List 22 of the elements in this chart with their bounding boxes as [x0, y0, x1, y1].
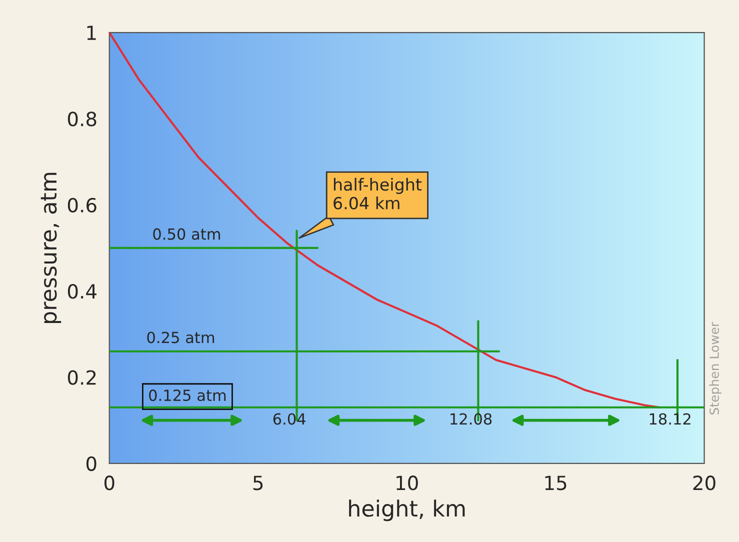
annotation: half-height 6.04 km [334, 178, 422, 210]
annotation: 0.25 atm [147, 332, 214, 344]
x-tick-label: 15 [545, 476, 566, 490]
y-axis-title: pressure, atm [40, 172, 62, 323]
line-series [109, 32, 661, 408]
annotation: 6.04 [273, 413, 306, 425]
x-tick-label: 20 [693, 476, 716, 490]
y-tick-label: 0 [86, 456, 96, 472]
y-tick-label: 0.6 [68, 198, 96, 213]
x-tick-label: 10 [396, 476, 418, 490]
annotation: 12.08 [450, 413, 492, 425]
text: Stephen Lower [709, 322, 722, 414]
annotation: 0.50 atm [153, 228, 220, 240]
y-tick-label: 0.8 [68, 112, 96, 126]
y-tick-label: 0.2 [68, 370, 96, 385]
x-tick-label: 0 [104, 476, 114, 490]
annotation: 0.125 atm [149, 390, 226, 402]
x-axis-title: height, km [349, 500, 465, 522]
y-tick-label: 0.4 [68, 284, 96, 299]
y-tick-label: 1 [87, 26, 96, 40]
annotation: 18.12 [650, 413, 690, 425]
x-tick-label: 5 [253, 476, 263, 490]
